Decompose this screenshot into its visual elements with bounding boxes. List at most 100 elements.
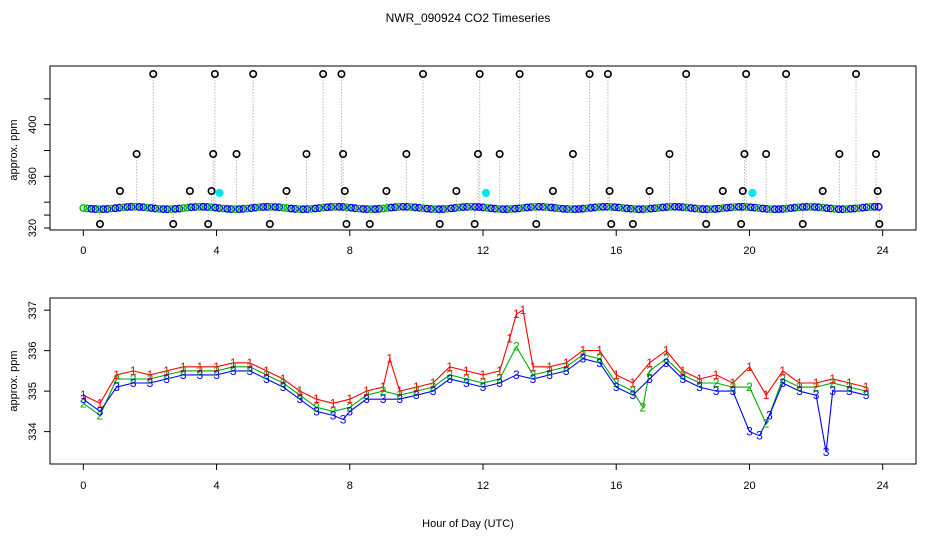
lower-x-tick-label: 24 bbox=[877, 480, 889, 492]
lower-series-point-1: 1 bbox=[763, 388, 770, 402]
upper-spike-point bbox=[682, 70, 691, 79]
upper-baseline-point bbox=[215, 204, 224, 212]
upper-baseline-point bbox=[407, 203, 415, 211]
upper-spike-point bbox=[872, 150, 881, 159]
lower-series-point-3: 3 bbox=[363, 392, 370, 406]
upper-baseline-point bbox=[539, 202, 547, 211]
upper-y-tick-label: 400 bbox=[27, 115, 39, 133]
upper-baseline-point bbox=[115, 203, 124, 212]
upper-baseline-point bbox=[690, 204, 699, 213]
lower-series-point-1: 1 bbox=[230, 356, 237, 370]
upper-baseline-point bbox=[375, 204, 383, 213]
upper-baseline-point bbox=[822, 204, 831, 212]
upper-baseline-point bbox=[523, 203, 531, 212]
upper-spike-points bbox=[95, 70, 884, 229]
upper-x-tick-label: 8 bbox=[347, 245, 353, 257]
upper-baseline-point bbox=[618, 204, 627, 212]
upper-spike-point bbox=[738, 187, 747, 196]
lower-series-point-2: 2 bbox=[197, 364, 204, 378]
upper-baseline-point bbox=[223, 204, 232, 213]
upper-baseline-point bbox=[411, 203, 419, 212]
upper-baseline-point bbox=[519, 204, 527, 212]
upper-baseline-point bbox=[571, 205, 579, 214]
upper-baseline-point bbox=[175, 204, 184, 213]
upper-baseline-point bbox=[347, 203, 356, 212]
upper-baseline-point bbox=[475, 203, 483, 211]
upper-baseline-point bbox=[111, 204, 120, 213]
upper-baseline-point bbox=[646, 204, 655, 213]
upper-y-axis: 320 360 400 bbox=[27, 98, 50, 237]
upper-baseline-point bbox=[479, 203, 487, 212]
lower-series-point-3: 3 bbox=[330, 408, 337, 422]
upper-baseline-point bbox=[207, 203, 216, 212]
upper-droplines bbox=[99, 74, 880, 224]
upper-spike-point bbox=[340, 187, 349, 196]
upper-baseline-point bbox=[91, 205, 100, 213]
upper-spike-point bbox=[645, 187, 654, 196]
lower-series-point-1: 1 bbox=[386, 352, 393, 366]
lower-series-point-2: 2 bbox=[763, 417, 770, 431]
lower-series-point-1: 1 bbox=[430, 376, 437, 390]
upper-spike-point bbox=[265, 220, 274, 229]
upper-baseline-point bbox=[271, 203, 280, 211]
upper-baseline-point bbox=[79, 204, 88, 212]
upper-spike-point bbox=[532, 220, 541, 229]
upper-baseline-point bbox=[143, 203, 152, 212]
upper-marker-point bbox=[215, 188, 224, 198]
lower-series-point-3: 3 bbox=[163, 372, 170, 386]
lower-series-point-2: 2 bbox=[130, 372, 137, 386]
upper-baseline-point bbox=[283, 204, 292, 213]
upper-spike-point bbox=[548, 187, 557, 196]
upper-baseline-point bbox=[738, 202, 747, 211]
upper-baseline-point bbox=[535, 202, 543, 211]
upper-spike-point bbox=[169, 220, 178, 229]
upper-spike-point bbox=[365, 220, 374, 229]
upper-y-axis-label: approx. ppm bbox=[8, 119, 20, 180]
lower-series-point-1: 1 bbox=[729, 376, 736, 390]
lower-series-point-1: 1 bbox=[530, 360, 537, 374]
lower-series-point-2: 2 bbox=[546, 364, 553, 378]
upper-baseline-point bbox=[511, 204, 519, 213]
lower-series-point-3: 3 bbox=[346, 404, 353, 418]
upper-spike-point bbox=[382, 187, 391, 196]
lower-series-point-3: 3 bbox=[513, 368, 520, 382]
lower-series-point-3: 3 bbox=[530, 372, 537, 386]
lower-series-point-2: 2 bbox=[513, 340, 520, 354]
lower-series-point-3: 3 bbox=[630, 388, 637, 402]
lower-series-point-1: 1 bbox=[846, 376, 853, 390]
upper-baseline-point bbox=[171, 205, 180, 213]
lower-series-point-1: 1 bbox=[446, 360, 453, 374]
lower-x-tick-label: 4 bbox=[213, 480, 219, 492]
upper-baseline-point bbox=[559, 204, 567, 213]
lower-series-point-2: 2 bbox=[829, 376, 836, 390]
lower-series-point-3: 3 bbox=[729, 384, 736, 398]
lower-series-point-3: 3 bbox=[746, 425, 753, 439]
lower-series-point-2: 2 bbox=[213, 364, 220, 378]
lower-x-axis: 0 4 8 12 16 20 24 bbox=[80, 464, 889, 492]
lower-series-point-3: 3 bbox=[396, 392, 403, 406]
lower-series-point-1: 1 bbox=[80, 388, 87, 402]
lower-series-point-2: 2 bbox=[846, 380, 853, 394]
lower-series-point-1: 1 bbox=[147, 368, 154, 382]
upper-baseline-point bbox=[603, 202, 611, 211]
upper-baseline-point bbox=[730, 203, 739, 211]
upper-spike-point bbox=[740, 150, 749, 159]
lower-series-point-2: 2 bbox=[863, 384, 870, 398]
lower-series-point-2: 2 bbox=[713, 376, 720, 390]
upper-baseline-point bbox=[515, 204, 523, 213]
upper-baseline-point bbox=[299, 205, 308, 214]
upper-baseline-point bbox=[507, 205, 515, 213]
lower-series-point-2: 2 bbox=[496, 372, 503, 386]
upper-baseline-point bbox=[770, 205, 779, 214]
upper-baseline-point bbox=[147, 204, 156, 212]
upper-baseline-point bbox=[742, 203, 751, 211]
upper-baseline-point bbox=[610, 203, 619, 212]
upper-baseline-point bbox=[551, 203, 559, 212]
lower-series-point-1: 1 bbox=[496, 364, 503, 378]
lower-series-point-1: 1 bbox=[713, 368, 720, 382]
lower-series-point-3: 3 bbox=[496, 376, 503, 390]
upper-baseline-point bbox=[838, 205, 847, 214]
lower-y-tick-label: 335 bbox=[27, 382, 39, 400]
upper-baseline-point bbox=[199, 202, 208, 211]
